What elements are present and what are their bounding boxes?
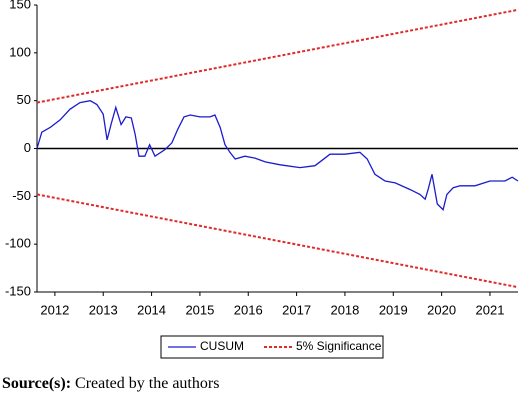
source-text: Created by the authors bbox=[75, 375, 220, 392]
x-tick-label: 2020 bbox=[427, 302, 456, 317]
y-tick-label: 150 bbox=[9, 0, 31, 11]
x-tick-label: 2015 bbox=[185, 302, 214, 317]
x-tick-label: 2014 bbox=[137, 302, 166, 317]
x-tick-label: 2018 bbox=[330, 302, 359, 317]
y-tick-label: 0 bbox=[24, 140, 31, 155]
source-label: Source(s): bbox=[2, 375, 72, 392]
y-tick-label: -50 bbox=[12, 188, 31, 203]
x-tick-label: 2017 bbox=[282, 302, 311, 317]
x-tick-label: 2012 bbox=[40, 302, 69, 317]
x-tick-label: 2013 bbox=[89, 302, 118, 317]
series-line bbox=[36, 8, 519, 104]
y-tick-label: -100 bbox=[5, 236, 31, 251]
legend-label: 5% Significance bbox=[296, 339, 382, 353]
y-tick-label: -150 bbox=[5, 283, 31, 298]
x-tick-label: 2016 bbox=[234, 302, 263, 317]
chart: -150 -100 -50 0 50 100 150 2012 2013 2014 2015 2016… bbox=[5, 0, 519, 359]
series-line bbox=[36, 193, 519, 289]
series-line bbox=[36, 100, 519, 211]
x-tick-label: 2021 bbox=[476, 302, 505, 317]
x-tick-label: 2019 bbox=[379, 302, 408, 317]
source: Source(s): Created by the authors bbox=[2, 375, 219, 393]
y-tick-label: 50 bbox=[17, 92, 31, 107]
legend-label: CUSUM bbox=[200, 339, 244, 353]
y-tick-label: 100 bbox=[9, 44, 31, 59]
